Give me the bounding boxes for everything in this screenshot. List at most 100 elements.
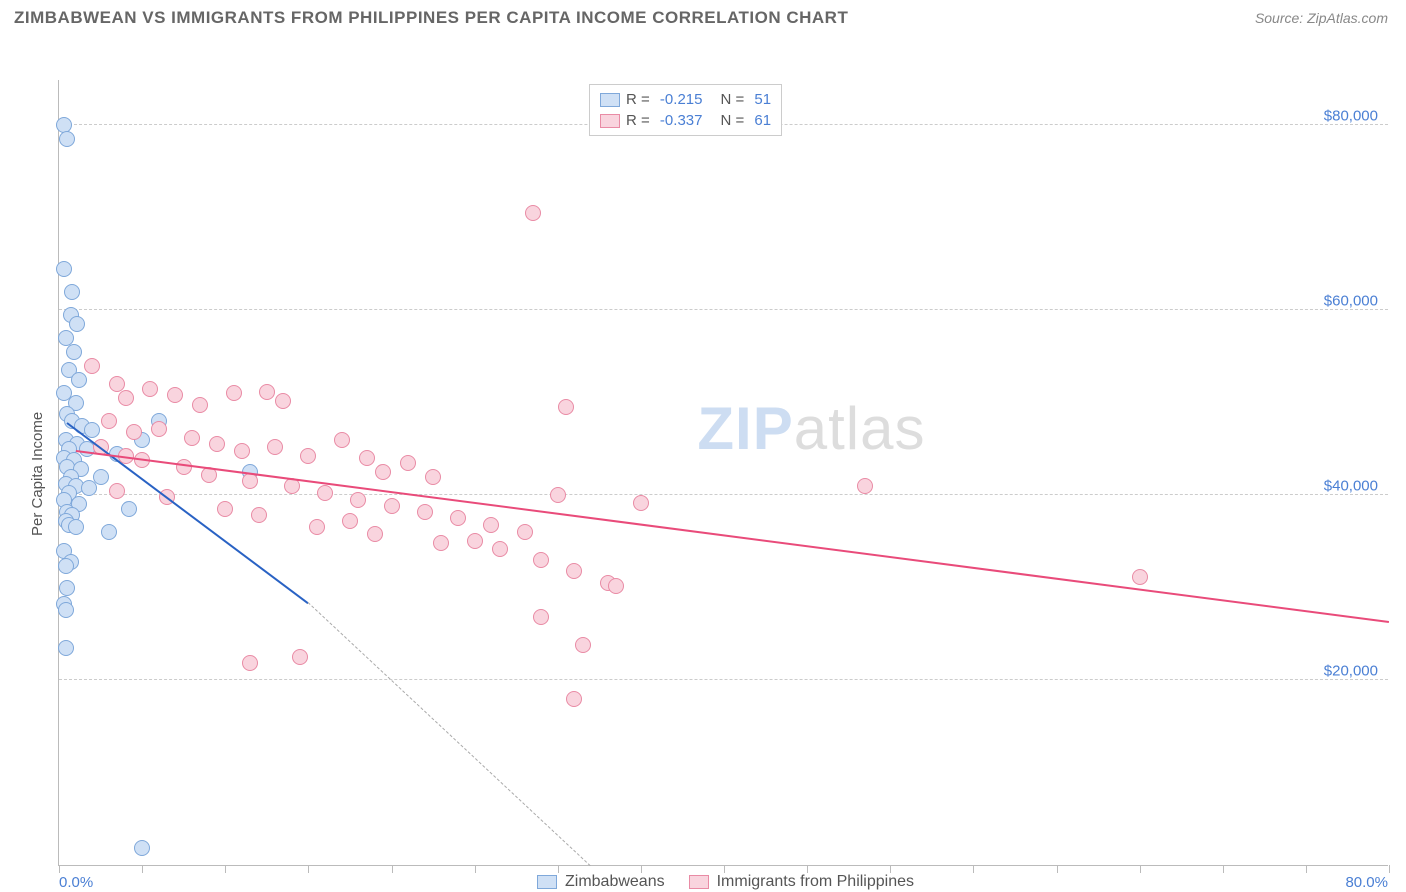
data-point-zimbabweans (58, 640, 74, 656)
x-tick (807, 865, 808, 873)
gridline (59, 494, 1388, 495)
n-value: 61 (750, 112, 771, 129)
data-point-zimbabweans (71, 372, 87, 388)
data-point-immigrants (1132, 569, 1148, 585)
legend-swatch (600, 114, 620, 128)
data-point-zimbabweans (58, 602, 74, 618)
x-tick (59, 865, 60, 873)
chart-header: ZIMBABWEAN VS IMMIGRANTS FROM PHILIPPINE… (0, 0, 1406, 34)
legend-swatch (537, 875, 557, 889)
data-point-immigrants (176, 459, 192, 475)
trend-line (75, 450, 1389, 623)
data-point-immigrants (151, 421, 167, 437)
y-tick-label: $80,000 (1324, 108, 1378, 125)
data-point-immigrants (517, 524, 533, 540)
data-point-immigrants (251, 507, 267, 523)
data-point-zimbabweans (81, 480, 97, 496)
data-point-immigrants (857, 478, 873, 494)
data-point-immigrants (209, 436, 225, 452)
data-point-immigrants (450, 510, 466, 526)
x-tick (392, 865, 393, 873)
data-point-immigrants (275, 393, 291, 409)
data-point-immigrants (234, 443, 250, 459)
data-point-immigrants (433, 535, 449, 551)
data-point-immigrants (533, 552, 549, 568)
data-point-immigrants (342, 513, 358, 529)
data-point-immigrants (425, 469, 441, 485)
data-point-immigrants (525, 205, 541, 221)
data-point-immigrants (492, 541, 508, 557)
legend-item-zimbabweans: Zimbabweans (537, 873, 665, 891)
data-point-immigrants (575, 637, 591, 653)
data-point-immigrants (118, 390, 134, 406)
data-point-immigrants (226, 385, 242, 401)
data-point-zimbabweans (121, 501, 137, 517)
legend-swatch (600, 93, 620, 107)
data-point-immigrants (334, 432, 350, 448)
legend-label: Immigrants from Philippines (717, 873, 914, 891)
source-attribution: Source: ZipAtlas.com (1255, 10, 1388, 26)
data-point-immigrants (483, 517, 499, 533)
data-point-immigrants (317, 485, 333, 501)
data-point-immigrants (109, 483, 125, 499)
x-label-min: 0.0% (59, 874, 93, 891)
data-point-zimbabweans (69, 316, 85, 332)
data-point-immigrants (292, 649, 308, 665)
data-point-immigrants (608, 578, 624, 594)
data-point-immigrants (467, 533, 483, 549)
x-label-max: 80.0% (1345, 874, 1388, 891)
correlation-row-zimbabweans: R = -0.215N = 51 (600, 89, 771, 110)
x-tick (225, 865, 226, 873)
n-label: N = (720, 112, 744, 129)
n-label: N = (720, 91, 744, 108)
data-point-zimbabweans (56, 261, 72, 277)
data-point-immigrants (550, 487, 566, 503)
source-prefix: Source: (1255, 10, 1307, 26)
data-point-immigrants (142, 381, 158, 397)
data-point-zimbabweans (101, 524, 117, 540)
data-point-zimbabweans (59, 131, 75, 147)
chart-title: ZIMBABWEAN VS IMMIGRANTS FROM PHILIPPINE… (14, 8, 848, 28)
y-tick-label: $60,000 (1324, 293, 1378, 310)
x-tick (973, 865, 974, 873)
x-tick (1057, 865, 1058, 873)
trend-line (308, 603, 591, 867)
r-label: R = (626, 112, 650, 129)
series-legend: Zimbabweans Immigrants from Philippines (537, 873, 914, 891)
n-value: 51 (750, 91, 771, 108)
data-point-immigrants (359, 450, 375, 466)
x-tick (1306, 865, 1307, 873)
data-point-immigrants (566, 691, 582, 707)
source-name: ZipAtlas.com (1307, 10, 1388, 26)
watermark: ZIPatlas (697, 394, 925, 463)
data-point-zimbabweans (134, 840, 150, 856)
plot-area: $20,000$40,000$60,000$80,0000.0%80.0%Per… (58, 80, 1388, 866)
data-point-immigrants (566, 563, 582, 579)
data-point-immigrants (633, 495, 649, 511)
y-tick-label: $20,000 (1324, 663, 1378, 680)
y-axis-title: Per Capita Income (29, 412, 46, 536)
correlation-legend: R = -0.215N = 51R = -0.337N = 61 (589, 84, 782, 136)
data-point-immigrants (217, 501, 233, 517)
data-point-immigrants (375, 464, 391, 480)
data-point-zimbabweans (66, 344, 82, 360)
data-point-immigrants (558, 399, 574, 415)
data-point-immigrants (400, 455, 416, 471)
x-tick (1389, 865, 1390, 873)
data-point-immigrants (384, 498, 400, 514)
x-tick (890, 865, 891, 873)
x-tick (558, 865, 559, 873)
data-point-immigrants (533, 609, 549, 625)
x-tick (142, 865, 143, 873)
data-point-immigrants (417, 504, 433, 520)
data-point-immigrants (300, 448, 316, 464)
data-point-immigrants (267, 439, 283, 455)
data-point-immigrants (242, 473, 258, 489)
data-point-immigrants (350, 492, 366, 508)
data-point-immigrants (309, 519, 325, 535)
x-tick (308, 865, 309, 873)
data-point-immigrants (101, 413, 117, 429)
r-label: R = (626, 91, 650, 108)
data-point-zimbabweans (64, 284, 80, 300)
data-point-immigrants (184, 430, 200, 446)
